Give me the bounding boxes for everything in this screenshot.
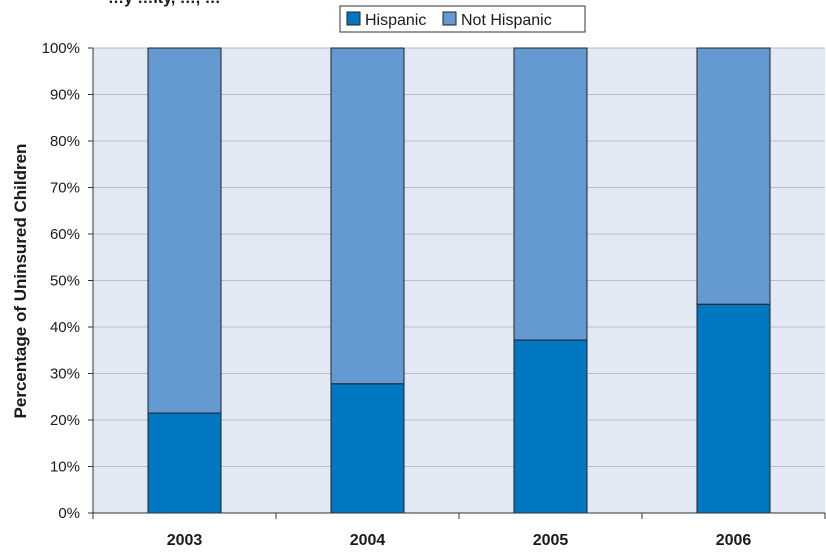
y-tick-label: 70% xyxy=(50,180,80,197)
y-tick-label: 100% xyxy=(42,40,80,57)
bars xyxy=(147,47,771,514)
y-tick-label: 90% xyxy=(50,87,80,104)
bar-not-hispanic-2005 xyxy=(513,47,588,341)
y-tick-label: 50% xyxy=(50,273,80,290)
legend-label-hispanic: Hispanic xyxy=(365,12,426,29)
y-tick-label: 30% xyxy=(50,366,80,383)
x-tick-label: 2005 xyxy=(533,532,569,549)
bar-not-hispanic-2003 xyxy=(147,47,222,414)
bar-hispanic-2006 xyxy=(696,303,771,514)
bar-hispanic-2003 xyxy=(147,412,222,514)
bar-hispanic-2005 xyxy=(513,339,588,514)
bar-not-hispanic-2004 xyxy=(330,47,405,385)
bar-hispanic-2004 xyxy=(330,383,405,514)
y-tick-label: 0% xyxy=(58,505,80,522)
legend-box xyxy=(339,5,586,33)
y-axis-label: Percentage of Uninsured Children xyxy=(11,144,30,419)
y-tick-label: 80% xyxy=(50,133,80,150)
legend-swatch-not-hispanic xyxy=(442,11,457,26)
bar-not-hispanic-2006 xyxy=(696,47,771,305)
legend: Hispanic Not Hispanic xyxy=(339,5,586,33)
y-tick-label: 10% xyxy=(50,459,80,476)
axes xyxy=(88,47,826,519)
y-tick-label: 40% xyxy=(50,319,80,336)
x-tick-label: 2004 xyxy=(350,532,386,549)
x-tick-label: 2003 xyxy=(167,532,203,549)
x-tick-label: 2006 xyxy=(716,532,752,549)
x-tick-labels: 2003 2004 2005 2006 xyxy=(167,532,752,549)
y-tick-labels: 0% 10% 20% 30% 40% 50% 60% 70% 80% 90% 100% xyxy=(42,40,80,522)
legend-label-not-hispanic: Not Hispanic xyxy=(461,12,552,29)
chart-title-fragment: …y …ity, …, … xyxy=(108,0,221,7)
y-tick-label: 60% xyxy=(50,226,80,243)
legend-swatch-hispanic xyxy=(346,11,361,26)
y-tick-label: 20% xyxy=(50,412,80,429)
